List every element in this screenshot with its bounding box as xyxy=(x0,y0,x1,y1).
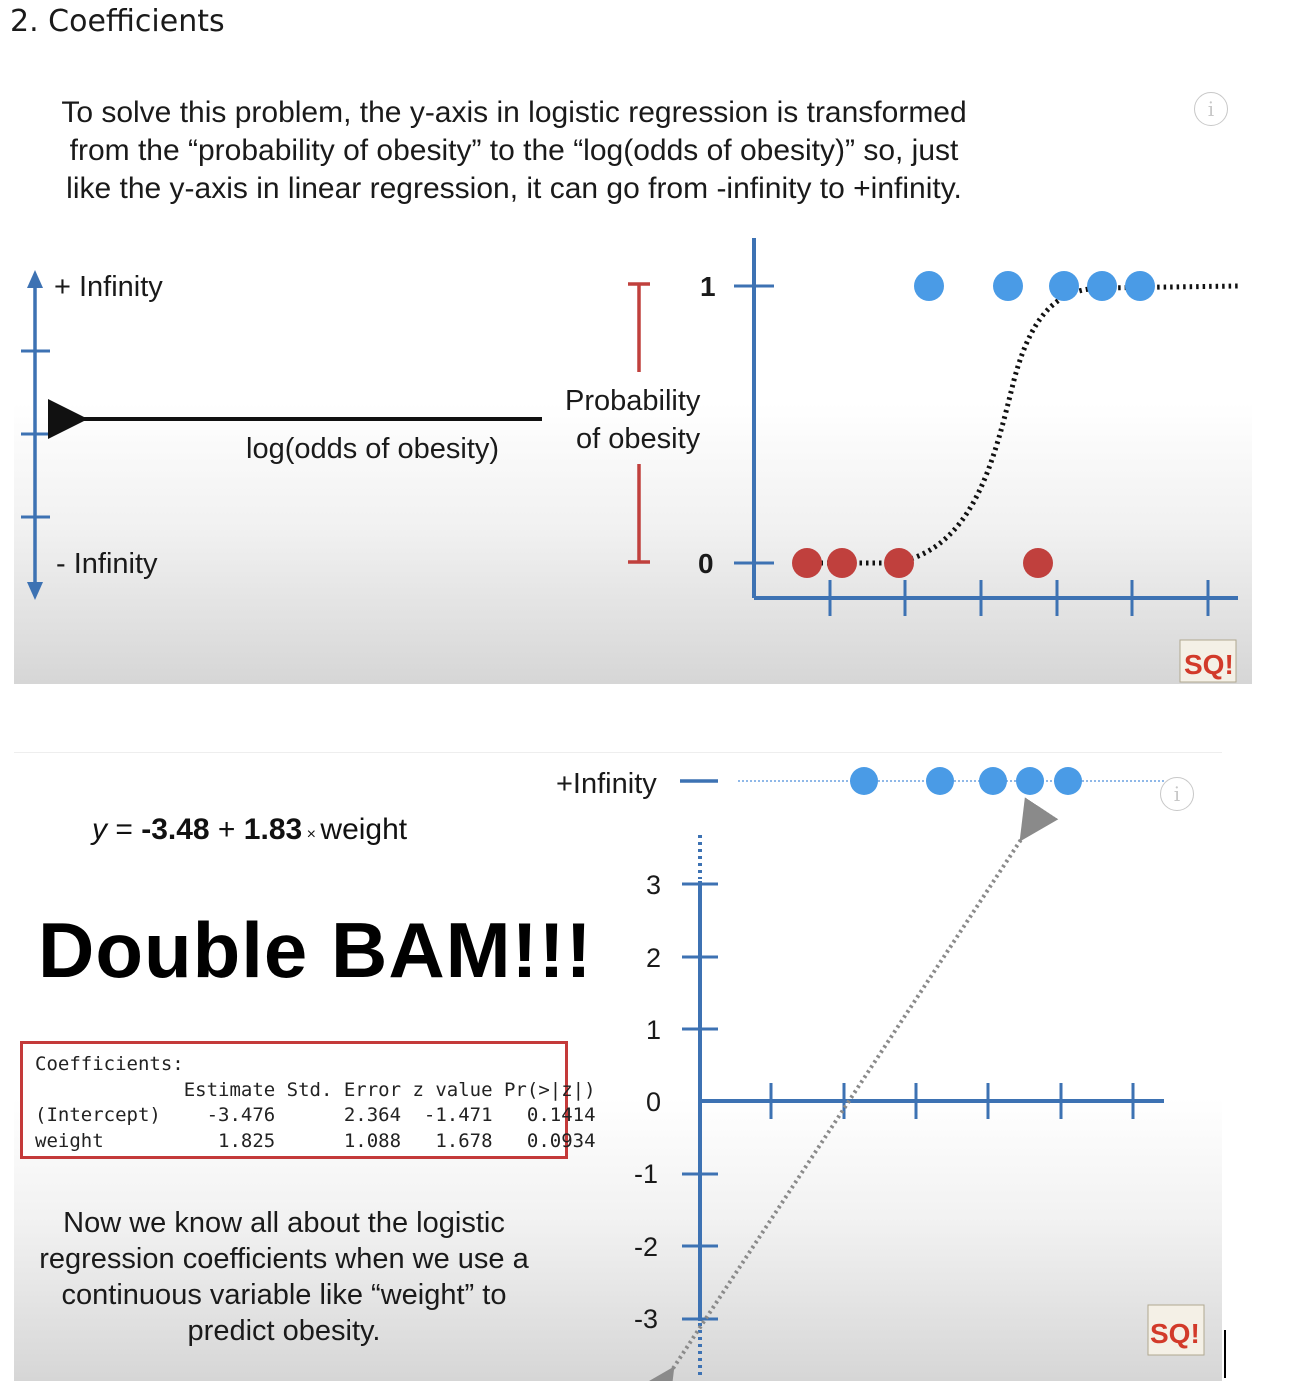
data-point xyxy=(1016,767,1044,795)
page-title: 2. Coefficients xyxy=(10,4,225,39)
log-odds-label: log(odds of obesity) xyxy=(246,433,499,465)
arrow-up-icon xyxy=(27,270,43,288)
intro-line: from the “probability of obesity” to the… xyxy=(69,134,959,167)
data-point xyxy=(792,548,822,578)
intro-line: like the y-axis in linear regression, it… xyxy=(66,172,962,205)
coefficients-table: Coefficients: Estimate Std. Error z valu… xyxy=(20,1041,596,1159)
data-point xyxy=(827,548,857,578)
slide-double-bam: y = -3.48 + 1.83 × weight Double BAM!!! … xyxy=(14,752,1222,1381)
probability-label: Probability xyxy=(565,385,701,417)
y-tick-label: 0 xyxy=(698,548,714,579)
log-odds-axes xyxy=(682,881,1164,1321)
data-point xyxy=(914,271,944,301)
statquest-logo: SQ! xyxy=(1147,1304,1205,1356)
data-point xyxy=(993,271,1023,301)
statquest-logo: SQ! xyxy=(1179,639,1237,683)
equation-variable: weight xyxy=(320,813,408,846)
svg-text:SQ!: SQ! xyxy=(1184,649,1234,680)
equation-equals: = xyxy=(107,813,142,846)
y-tick-label: 2 xyxy=(646,943,661,973)
intro-text: To solve this problem, the y-axis in log… xyxy=(14,94,1014,208)
info-icon[interactable]: i xyxy=(1194,92,1228,126)
y-tick-label: -2 xyxy=(634,1232,658,1262)
plus-infinity-label: +Infinity xyxy=(556,768,657,800)
caption-line: Now we know all about the logistic xyxy=(63,1207,505,1239)
regression-line xyxy=(635,797,1059,1381)
y-tick-label: 1 xyxy=(646,1015,661,1045)
minus-infinity-label: - Infinity xyxy=(56,548,158,580)
obese-points xyxy=(850,767,1082,795)
data-point xyxy=(1049,271,1079,301)
arrow-down-icon xyxy=(27,582,43,600)
data-point xyxy=(1125,271,1155,301)
log-odds-linear-plot: +Infinity xyxy=(556,767,1166,1381)
probability-axes xyxy=(734,238,1238,616)
equation-times: × xyxy=(302,826,321,843)
probability-bracket xyxy=(628,282,650,564)
plus-infinity-label: + Infinity xyxy=(54,271,163,303)
y-tick-label: -1 xyxy=(634,1159,658,1189)
slide-log-odds-transform: To solve this problem, the y-axis in log… xyxy=(14,60,1252,684)
not-obese-points xyxy=(792,548,1053,578)
coefficients-text: Coefficients: Estimate Std. Error z valu… xyxy=(35,1053,596,1152)
summary-caption: Now we know all about the logistic regre… xyxy=(14,1205,554,1349)
y-tick-label: 3 xyxy=(646,870,661,900)
caption-line: predict obesity. xyxy=(187,1315,381,1347)
caption-line: regression coefficients when we use a xyxy=(39,1243,529,1275)
equation-slope: 1.83 xyxy=(243,813,303,846)
double-bam-title: Double BAM!!! xyxy=(38,906,593,994)
y-tick-label: 0 xyxy=(646,1087,661,1117)
svg-text:SQ!: SQ! xyxy=(1150,1318,1200,1349)
intro-line: To solve this problem, the y-axis in log… xyxy=(61,96,967,129)
data-point xyxy=(1087,271,1117,301)
obese-points xyxy=(914,271,1155,301)
info-icon[interactable]: i xyxy=(1160,777,1194,811)
y-tick-label: 1 xyxy=(700,271,716,302)
probability-label: of obesity xyxy=(576,423,701,455)
caption-line: continuous variable like “weight” to xyxy=(61,1279,507,1311)
log-odds-axis xyxy=(21,270,50,600)
text-cursor xyxy=(1224,1330,1226,1378)
equation-intercept: -3.48 xyxy=(141,813,210,846)
sigmoid-curve xyxy=(814,283,1239,566)
equation-plus: + xyxy=(209,813,244,846)
regression-equation: y = -3.48 + 1.83 × weight xyxy=(92,813,407,847)
data-point xyxy=(926,767,954,795)
data-point xyxy=(850,767,878,795)
log-odds-diagram: + Infinity - Infinity log(odds of obesit… xyxy=(21,238,1239,616)
equation-y: y xyxy=(92,813,107,846)
data-point xyxy=(1023,548,1053,578)
y-tick-label: -3 xyxy=(634,1304,658,1334)
data-point xyxy=(1054,767,1082,795)
data-point xyxy=(979,767,1007,795)
data-point xyxy=(884,548,914,578)
